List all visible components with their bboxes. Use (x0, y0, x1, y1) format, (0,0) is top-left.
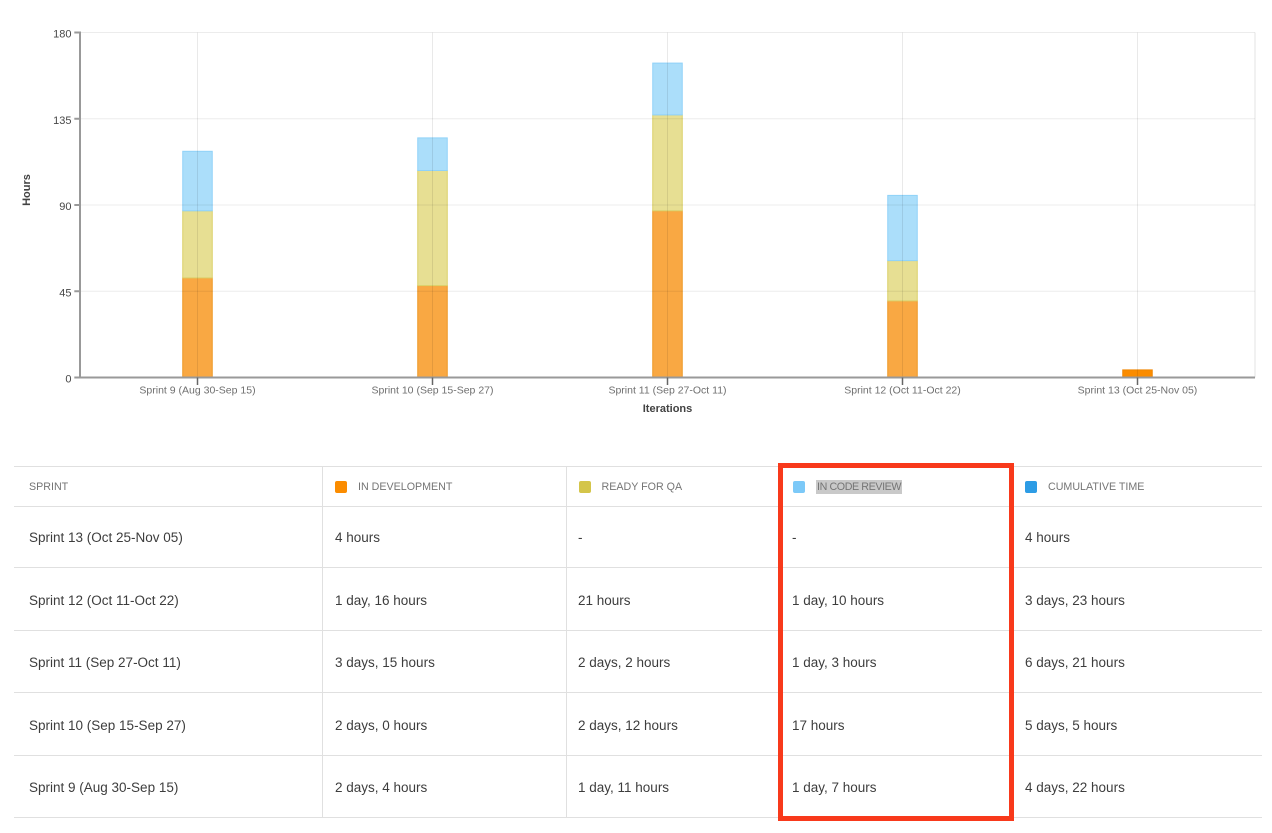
svg-text:135: 135 (53, 115, 71, 127)
svg-text:0: 0 (65, 374, 71, 386)
svg-text:45: 45 (59, 287, 71, 299)
svg-text:90: 90 (59, 201, 71, 213)
svg-text:Iterations: Iterations (643, 403, 693, 415)
svg-text:Hours: Hours (21, 174, 33, 206)
svg-text:Sprint 12 (Oct 11-Oct 22): Sprint 12 (Oct 11-Oct 22) (844, 385, 961, 397)
svg-text:Sprint 10 (Sep 15-Sep 27): Sprint 10 (Sep 15-Sep 27) (372, 385, 494, 397)
svg-text:Sprint 13 (Oct 25-Nov 05): Sprint 13 (Oct 25-Nov 05) (1078, 385, 1198, 397)
svg-text:180: 180 (53, 29, 71, 41)
svg-text:Sprint 11 (Sep 27-Oct 11): Sprint 11 (Sep 27-Oct 11) (608, 385, 726, 397)
svg-text:Sprint 9 (Aug 30-Sep 15): Sprint 9 (Aug 30-Sep 15) (139, 385, 255, 397)
